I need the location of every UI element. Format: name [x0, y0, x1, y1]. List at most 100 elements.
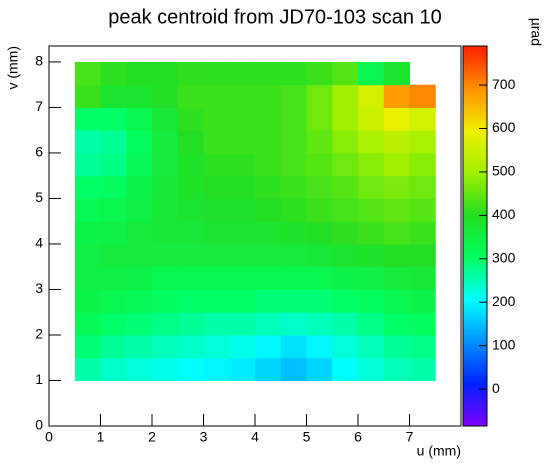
colorbar-segment — [463, 391, 487, 395]
y-tick-label: 8 — [35, 53, 43, 69]
x-tick-label: 5 — [303, 429, 311, 445]
x-tick-label: 3 — [200, 429, 208, 445]
heatmap-cell — [255, 175, 282, 199]
heatmap-cell — [126, 152, 153, 177]
heatmap-cell — [409, 266, 436, 290]
heatmap-cell — [306, 289, 333, 313]
heatmap-cell — [306, 130, 333, 154]
heatmap-cell — [332, 84, 359, 108]
x-tick-label: 6 — [354, 429, 362, 445]
heatmap-cell — [152, 175, 179, 199]
heatmap-cell — [177, 357, 204, 381]
colorbar-segment — [463, 407, 487, 411]
heatmap-cell — [280, 107, 307, 131]
colorbar-segment — [463, 318, 487, 322]
heatmap-cell — [74, 312, 101, 336]
heatmap-cell — [74, 130, 101, 154]
colorbar-segment — [463, 356, 487, 360]
colorbar-segment — [463, 68, 487, 72]
heatmap-cell — [126, 266, 153, 290]
heatmap-cell — [152, 107, 179, 131]
colorbar-segment — [463, 258, 487, 262]
colorbar-segment — [463, 188, 487, 193]
colorbar-segment — [463, 103, 487, 107]
heatmap-cell — [74, 61, 101, 86]
heatmap-cell — [100, 221, 127, 245]
heatmap-cell — [74, 334, 101, 359]
colorbar-segment — [463, 280, 487, 284]
heatmap-cell — [306, 84, 333, 108]
colorbar-tick-label: 0 — [492, 380, 500, 396]
heatmap-cell — [74, 107, 101, 131]
heatmap-cell — [203, 152, 230, 177]
heatmap-cell — [383, 221, 410, 245]
colorbar-segment — [463, 156, 487, 161]
heatmap-cell — [332, 130, 359, 154]
colorbar-segment — [463, 150, 487, 155]
heatmap-cell — [383, 61, 410, 86]
colorbar-segment — [463, 141, 487, 145]
colorbar-segment — [463, 365, 487, 370]
heatmap-cell — [383, 312, 410, 336]
heatmap-cell — [152, 243, 179, 268]
colorbar-tick-label: 500 — [492, 163, 516, 179]
colorbar-segment — [463, 410, 487, 414]
chart-title: peak centroid from JD70-103 scan 10 — [108, 6, 442, 28]
heatmap-cell — [203, 243, 230, 268]
heatmap-cell — [255, 312, 282, 336]
colorbar-segment — [463, 182, 487, 186]
heatmap-cell — [126, 61, 153, 86]
heatmap-cell — [409, 289, 436, 313]
heatmap-cell — [280, 61, 307, 86]
colorbar-segment — [463, 217, 487, 221]
heatmap-cell — [383, 266, 410, 290]
y-tick-label: 1 — [35, 371, 43, 387]
colorbar-segment — [463, 413, 487, 417]
heatmap-cell — [203, 312, 230, 336]
colorbar-segment — [463, 49, 487, 53]
colorbar-segment — [463, 58, 487, 63]
colorbar-segment — [463, 296, 487, 300]
heatmap-cell — [203, 175, 230, 199]
heatmap-cell — [229, 312, 256, 336]
heatmap-cell — [126, 107, 153, 131]
y-tick-label: 4 — [35, 235, 43, 251]
colorbar-frame — [462, 45, 488, 427]
heatmap-cell — [280, 266, 307, 290]
heatmap-cell — [306, 266, 333, 290]
heatmap-cell — [332, 289, 359, 313]
heatmap-cell — [100, 61, 127, 86]
heatmap-cell — [229, 221, 256, 245]
colorbar-segment — [463, 144, 487, 148]
colorbar-label: µrad — [528, 18, 544, 46]
colorbar-segment — [463, 198, 487, 202]
heatmap-cell — [74, 175, 101, 199]
colorbar-segment — [463, 261, 487, 265]
colorbar-segment — [463, 242, 487, 246]
heatmap-cell — [409, 312, 436, 336]
heatmap-cell — [100, 312, 127, 336]
heatmap-cell — [255, 334, 282, 359]
colorbar-segment — [463, 337, 487, 341]
colorbar-segment — [463, 308, 487, 313]
x-tick-label: 7 — [406, 429, 414, 445]
heatmap-cell — [332, 312, 359, 336]
colorbar-segment — [463, 299, 487, 303]
heatmap-cell — [255, 107, 282, 131]
colorbar-segment — [463, 87, 487, 91]
colorbar-segment — [463, 52, 487, 56]
heatmap-cell — [152, 312, 179, 336]
colorbar-segment — [463, 236, 487, 240]
colorbar-segment — [463, 388, 487, 392]
colorbar-segment — [463, 194, 487, 199]
colorbar-segment — [463, 55, 487, 60]
colorbar-segment — [463, 340, 487, 345]
heatmap-cell — [409, 221, 436, 245]
heatmap-cell — [280, 198, 307, 222]
colorbar-segment — [463, 166, 487, 170]
heatmap-cell — [126, 243, 153, 268]
heatmap-cell — [280, 312, 307, 336]
colorbar-segment — [463, 96, 487, 101]
heatmap-cell — [409, 107, 436, 131]
heatmap-cell — [383, 289, 410, 313]
